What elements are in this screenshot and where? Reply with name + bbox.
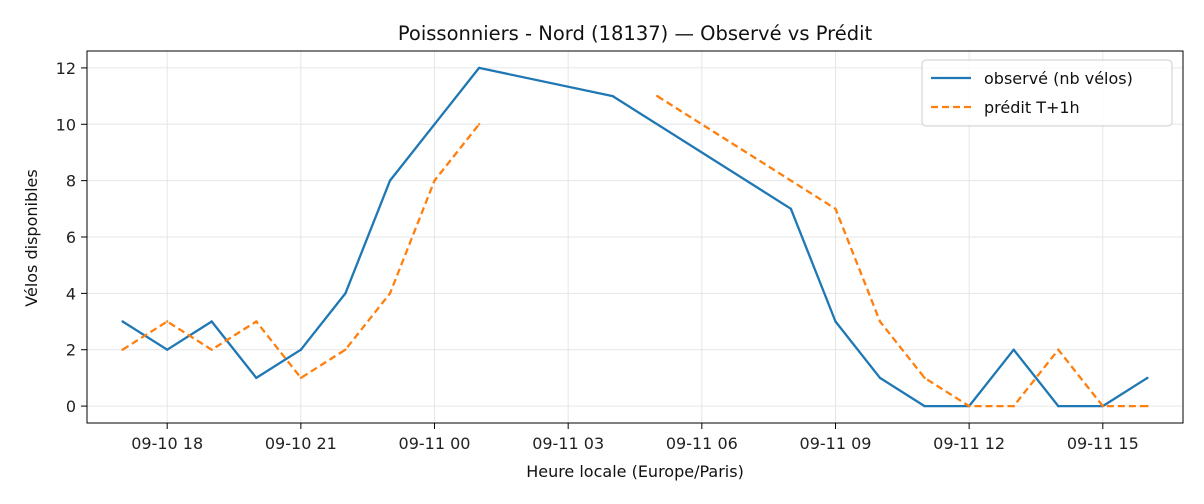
y-tick-label: 6 [66, 228, 76, 247]
data-point-predicted [299, 376, 303, 380]
x-axis-label: Heure locale (Europe/Paris) [526, 462, 744, 481]
data-point-observed [166, 348, 169, 351]
data-point-predicted [878, 320, 882, 323]
data-point-predicted [967, 404, 971, 408]
data-point-predicted [1146, 404, 1149, 408]
data-point-observed [878, 376, 882, 380]
data-point-observed [1146, 376, 1149, 380]
data-point-predicted [1101, 404, 1105, 408]
x-tick-label: 09-11 09 [800, 434, 872, 453]
data-point-observed [477, 66, 481, 70]
x-tick-label: 09-11 00 [399, 434, 471, 453]
y-tick-label: 10 [56, 115, 76, 134]
data-point-observed [834, 320, 837, 323]
x-tick-label: 09-11 06 [666, 434, 738, 453]
data-point-observed [1012, 348, 1015, 351]
data-point-predicted [1012, 404, 1015, 408]
data-point-observed [1057, 404, 1060, 408]
x-tick-label: 09-10 21 [265, 434, 337, 453]
x-tick-label: 09-11 12 [933, 434, 1005, 453]
y-tick-label: 12 [56, 59, 76, 78]
x-tick-label: 09-10 18 [131, 434, 203, 453]
data-point-predicted [923, 376, 926, 380]
data-point-observed [433, 123, 436, 126]
y-tick-label: 0 [66, 397, 76, 416]
legend-label-predicted: prédit T+1h [984, 98, 1080, 117]
data-point-predicted [210, 348, 213, 351]
data-point-observed [923, 404, 926, 408]
y-tick-label: 4 [66, 284, 76, 303]
chart-title: Poissonniers - Nord (18137) — Observé vs… [398, 22, 873, 45]
y-tick-label: 8 [66, 172, 76, 191]
data-point-predicted [344, 348, 347, 351]
data-point-predicted [388, 292, 392, 295]
data-point-predicted [433, 179, 436, 182]
legend-label-observed: observé (nb vélos) [984, 69, 1133, 88]
data-point-observed [344, 292, 347, 295]
legend-box [921, 59, 1173, 127]
data-point-observed [255, 376, 258, 380]
data-point-predicted [121, 348, 124, 351]
data-point-predicted [1057, 348, 1060, 351]
y-tick-label: 2 [66, 341, 76, 360]
x-tick-label: 09-11 15 [1067, 434, 1139, 453]
axis-ticks: 0 2 4 6 8 10 12 09-10 18 09-10 21 09-11 00 09-11 0… [56, 59, 1139, 453]
grid [87, 51, 1183, 423]
data-point-predicted [255, 320, 258, 323]
data-point-observed [611, 94, 614, 98]
legend: observé (nb vélos) prédit T+1h [921, 59, 1173, 127]
data-point-predicted [656, 94, 659, 98]
y-axis-label: Vélos disponibles [22, 169, 41, 306]
data-point-observed [789, 207, 793, 210]
data-point-observed [121, 320, 124, 323]
data-point-predicted [834, 207, 837, 210]
series-layer [121, 66, 1149, 408]
series-line-predicted [121, 123, 481, 380]
data-point-predicted [477, 123, 481, 126]
data-point-observed [388, 179, 392, 182]
x-tick-label: 09-11 03 [532, 434, 604, 453]
data-point-observed [299, 348, 303, 351]
data-point-predicted [166, 320, 169, 323]
data-point-observed [210, 320, 213, 323]
